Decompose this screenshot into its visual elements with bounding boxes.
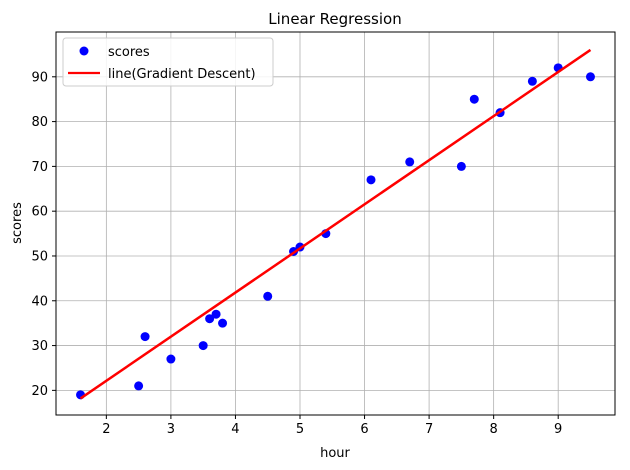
y-tick-label: 90 [31, 70, 48, 85]
legend: scores line(Gradient Descent) [62, 37, 274, 87]
x-tick-label: 9 [554, 422, 562, 437]
scatter-point [211, 309, 221, 319]
y-axis-label: scores [10, 202, 25, 244]
scatter-point [263, 291, 273, 301]
legend-label-scores: scores [108, 45, 150, 60]
chart-title: Linear Regression [268, 10, 401, 28]
scatter-point [366, 175, 376, 185]
y-tick-label: 50 [31, 249, 48, 264]
y-tick-label: 20 [31, 384, 48, 399]
x-tick-label: 5 [296, 422, 304, 437]
scatter-point [469, 94, 479, 104]
x-tick-label: 8 [490, 422, 498, 437]
scatter-point [205, 314, 215, 324]
legend-box [62, 37, 274, 87]
y-tick-label: 30 [31, 339, 48, 354]
grid-lines [56, 32, 615, 415]
scatter-point [140, 332, 150, 342]
x-tick-label: 2 [102, 422, 110, 437]
x-tick-label: 6 [360, 422, 368, 437]
scatter-point [218, 318, 228, 328]
scatter-point [585, 72, 595, 82]
legend-scatter-marker [79, 46, 89, 56]
regression-line [79, 48, 592, 400]
y-tick-label: 40 [31, 294, 48, 309]
y-tick-label: 60 [31, 205, 48, 220]
plot-marks [76, 48, 595, 400]
y-tick-label: 80 [31, 115, 48, 130]
x-tick-label: 7 [425, 422, 433, 437]
x-tick-label: 4 [231, 422, 239, 437]
scatter-point [527, 76, 537, 86]
plot-frame [55, 31, 616, 416]
scatter-point [456, 161, 466, 171]
scatter-point [134, 381, 144, 391]
x-tick-label: 3 [167, 422, 175, 437]
scatter-point [198, 341, 208, 351]
scatter-point [405, 157, 415, 167]
axis-ticks: 2 3 4 5 6 7 8 9 20 30 40 50 60 70 80 90 [31, 70, 562, 437]
x-axis-label: hour [320, 446, 350, 461]
y-tick-label: 70 [31, 160, 48, 175]
legend-label-line: line(Gradient Descent) [108, 67, 256, 82]
scatter-point [166, 354, 176, 364]
